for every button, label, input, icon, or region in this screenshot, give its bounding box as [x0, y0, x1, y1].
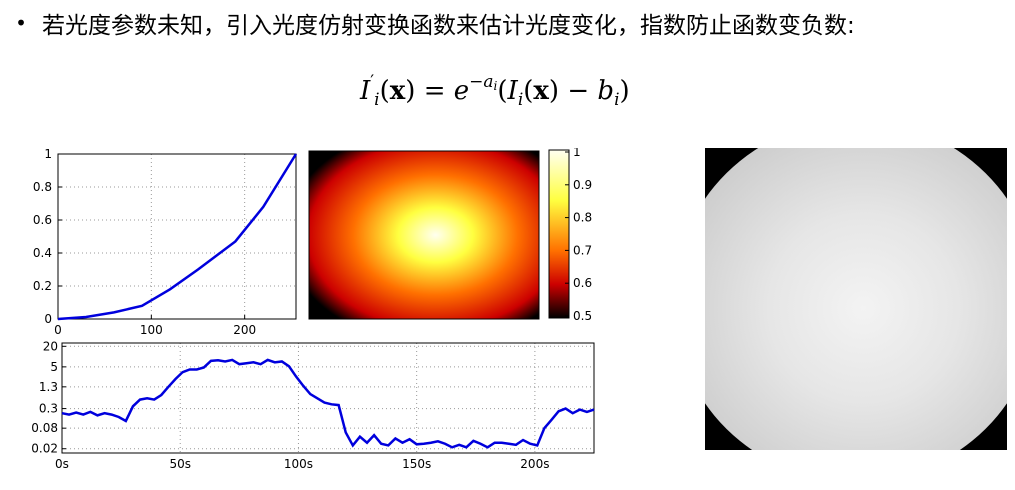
bullet-dot: • — [8, 11, 34, 35]
formula-I2: I — [508, 76, 518, 106]
formula-minus: − — [567, 76, 589, 106]
plot-frame — [58, 154, 296, 319]
series-line — [58, 154, 296, 319]
series-line — [62, 360, 594, 447]
colorbar-tick-label: 0.8 — [573, 211, 592, 225]
colorbar-tick-label: 0.6 — [573, 276, 592, 290]
x-tick-label: 100 — [140, 323, 163, 335]
y-tick-label: 0.4 — [33, 246, 52, 260]
photometric-timeseries-chart: 0s 50s 100s 150s 200s 0.02 0.08 0.3 1.3 5 20 — [0, 335, 605, 475]
y-tick-label: 0.08 — [31, 421, 58, 435]
formula-prime: ′ — [370, 72, 374, 92]
y-tick-label: 1 — [44, 147, 52, 161]
x-tick-label: 200s — [520, 457, 549, 471]
photo-disc — [705, 148, 1007, 450]
y-tick-label: 0.3 — [39, 402, 58, 416]
formula-e: e — [454, 76, 469, 106]
colorbar-tick-label: 0.7 — [573, 243, 592, 257]
formula-I: I — [360, 76, 370, 106]
formula-x1: x — [390, 76, 406, 106]
y-tick-label: 0.02 — [31, 442, 58, 456]
formula-rparen2: ) — [620, 76, 630, 106]
y-tick-label: 0 — [44, 312, 52, 326]
y-tick-label: 20 — [43, 339, 58, 353]
y-tick-label: 5 — [50, 360, 58, 374]
colorbar-tick-label: 0.5 — [573, 309, 592, 323]
formula-neg: − — [469, 72, 483, 92]
formula-rparen3: ) — [549, 76, 559, 106]
response-curve-chart: 0 100 200 0 0.2 0.4 0.6 0.8 1 — [0, 140, 300, 335]
x-tick-label: 0s — [55, 457, 69, 471]
heatmap-image — [309, 151, 539, 319]
formula-b: b — [597, 76, 614, 106]
bullet-text: 若光度参数未知，引入光度仿射变换函数来估计光度变化，指数防止函数变负数: — [42, 6, 855, 40]
colorbar-tick-label: 1 — [573, 148, 581, 159]
formula-x2: x — [533, 76, 549, 106]
formula-a: a — [483, 72, 493, 92]
vignette-heatmap — [308, 150, 540, 320]
formula-lparen2: ( — [497, 76, 507, 106]
y-tick-label: 0.8 — [33, 180, 52, 194]
x-tick-label: 200 — [233, 323, 256, 335]
formula-equals: = — [424, 76, 446, 106]
colorbar: 1 0.9 0.8 0.7 0.6 0.5 — [545, 148, 605, 328]
y-tick-label: 1.3 — [39, 380, 58, 394]
x-tick-label: 50s — [169, 457, 191, 471]
bullet-line: • 若光度参数未知，引入光度仿射变换函数来估计光度变化，指数防止函数变负数: — [8, 6, 855, 40]
formula-lparen3: ( — [523, 76, 533, 106]
vignette-photo — [705, 148, 1007, 450]
formula: I′i(x) = e−ai(Ii(x) − bi) — [360, 72, 680, 116]
y-tick-label: 0.2 — [33, 279, 52, 293]
x-tick-label: 0 — [54, 323, 62, 335]
formula-lparen1: ( — [380, 76, 390, 106]
formula-rparen1: ) — [405, 76, 415, 106]
x-tick-label: 150s — [402, 457, 431, 471]
colorbar-bar — [549, 150, 569, 318]
colorbar-tick-label: 0.9 — [573, 178, 592, 192]
x-tick-label: 100s — [284, 457, 313, 471]
y-tick-label: 0.6 — [33, 213, 52, 227]
